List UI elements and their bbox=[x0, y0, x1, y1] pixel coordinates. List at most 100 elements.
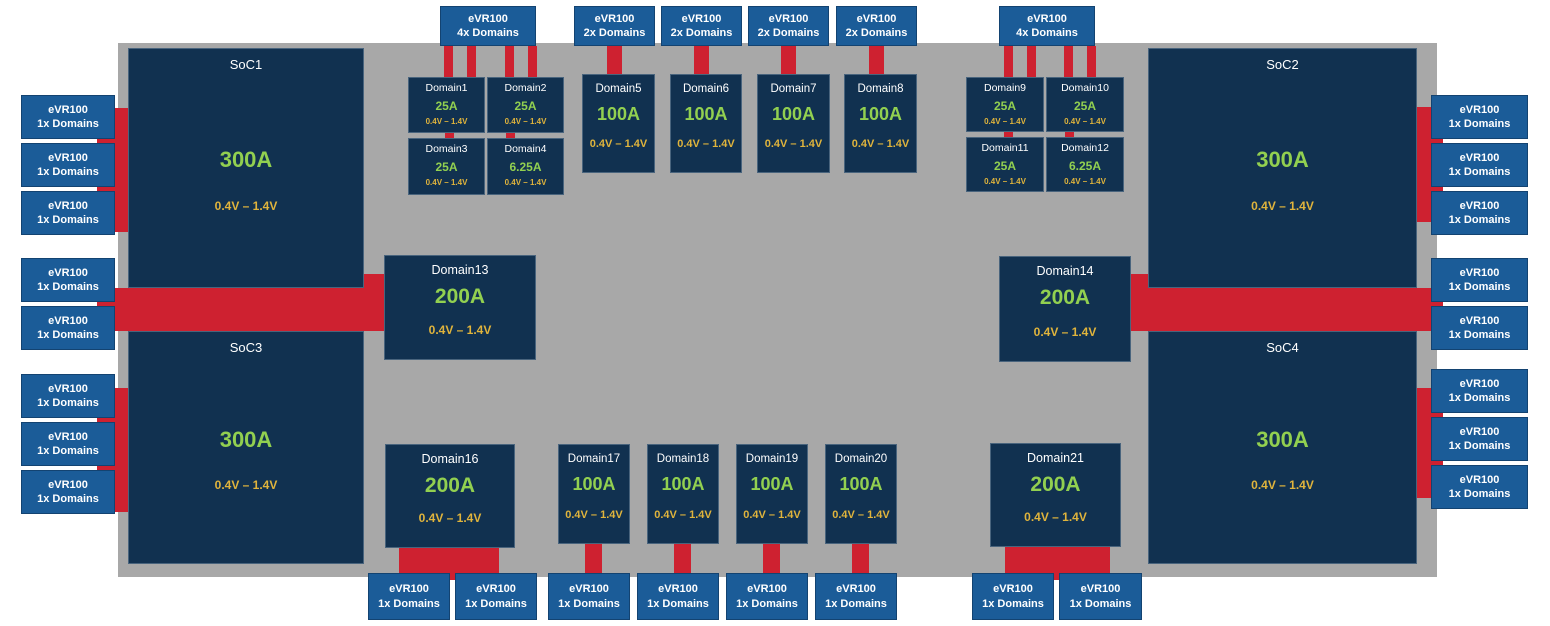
domain-voltage-range: 0.4V – 1.4V bbox=[428, 322, 492, 337]
evr-model-label: eVR100 bbox=[658, 583, 698, 596]
domain-name-label: Domain2 bbox=[504, 82, 547, 94]
evr100-block: eVR100 1x Domains bbox=[637, 573, 719, 620]
power-rail bbox=[1004, 131, 1013, 138]
evr-model-label: eVR100 bbox=[1459, 377, 1500, 390]
evr-domains-label: 4x Domains bbox=[457, 27, 519, 39]
soc-block: SoC3 300A 0.4V – 1.4V bbox=[128, 331, 364, 564]
power-rail bbox=[781, 46, 796, 75]
domain-name-label: Domain3 bbox=[425, 143, 468, 155]
power-rail bbox=[694, 46, 709, 75]
evr-domains-label: 1x Domains bbox=[1448, 166, 1511, 178]
evr-domains-label: 1x Domains bbox=[1448, 392, 1511, 404]
evr100-block: eVR100 1x Domains bbox=[548, 573, 630, 620]
evr-domains-label: 2x Domains bbox=[845, 27, 908, 39]
domain-name-label: Domain12 bbox=[1061, 142, 1109, 154]
domain-block: Domain6 100A 0.4V – 1.4V bbox=[670, 74, 742, 173]
evr100-block: eVR100 1x Domains bbox=[21, 143, 115, 187]
evr-model-label: eVR100 bbox=[747, 583, 787, 596]
domain-current-value: 200A bbox=[434, 284, 486, 308]
evr-domains-label: 1x Domains bbox=[465, 597, 527, 610]
evr-domains-label: 1x Domains bbox=[1448, 118, 1511, 130]
domain-current-value: 100A bbox=[858, 104, 903, 125]
evr-model-label: eVR100 bbox=[1027, 12, 1067, 25]
soc-current-value: 300A bbox=[219, 426, 273, 452]
domain-block: Domain14 200A 0.4V – 1.4V bbox=[999, 256, 1131, 362]
domain-name-label: Domain13 bbox=[431, 263, 489, 277]
domain-name-label: Domain19 bbox=[745, 453, 799, 465]
domain-voltage-range: 0.4V – 1.4V bbox=[1064, 177, 1106, 186]
domain-block: Domain5 100A 0.4V – 1.4V bbox=[582, 74, 655, 173]
evr100-block: eVR100 2x Domains bbox=[836, 6, 917, 46]
power-rail bbox=[444, 46, 453, 78]
evr100-block: eVR100 4x Domains bbox=[999, 6, 1095, 46]
evr100-block: eVR100 1x Domains bbox=[1431, 465, 1528, 509]
evr-model-label: eVR100 bbox=[48, 266, 88, 279]
evr-model-label: eVR100 bbox=[468, 12, 508, 25]
evr-model-label: eVR100 bbox=[569, 583, 609, 596]
evr100-block: eVR100 1x Domains bbox=[21, 374, 115, 418]
evr100-block: eVR100 1x Domains bbox=[1431, 191, 1528, 235]
domain-name-label: Domain10 bbox=[1061, 82, 1109, 94]
power-rail bbox=[1027, 46, 1036, 78]
domain-current-value: 100A bbox=[596, 104, 641, 125]
evr-domains-label: 1x Domains bbox=[37, 281, 99, 293]
domain-voltage-range: 0.4V – 1.4V bbox=[677, 138, 735, 151]
evr-model-label: eVR100 bbox=[594, 12, 635, 25]
power-rail bbox=[528, 46, 537, 78]
domain-voltage-range: 0.4V – 1.4V bbox=[984, 177, 1026, 186]
evr-model-label: eVR100 bbox=[48, 314, 88, 327]
evr-model-label: eVR100 bbox=[681, 12, 722, 25]
evr100-block: eVR100 1x Domains bbox=[21, 258, 115, 302]
domain-voltage-range: 0.4V – 1.4V bbox=[565, 508, 623, 521]
evr-domains-label: 1x Domains bbox=[825, 597, 887, 610]
power-rail bbox=[1131, 274, 1148, 331]
evr100-block: eVR100 1x Domains bbox=[1431, 417, 1528, 461]
domain-name-label: Domain9 bbox=[983, 82, 1027, 94]
power-rail bbox=[852, 543, 869, 574]
domain-current-value: 100A bbox=[839, 474, 883, 495]
domain-current-value: 100A bbox=[750, 474, 794, 495]
domain-name-label: Domain18 bbox=[656, 453, 710, 465]
evr100-block: eVR100 1x Domains bbox=[1431, 258, 1528, 302]
evr-domains-label: 1x Domains bbox=[37, 397, 99, 409]
domain-voltage-range: 0.4V – 1.4V bbox=[589, 138, 648, 151]
power-rail bbox=[467, 46, 476, 78]
soc-current-value: 300A bbox=[1256, 146, 1309, 172]
evr-domains-label: 1x Domains bbox=[736, 597, 798, 610]
domain-voltage-range: 0.4V – 1.4V bbox=[425, 117, 468, 126]
evr-domains-label: 1x Domains bbox=[37, 445, 99, 457]
domain-voltage-range: 0.4V – 1.4V bbox=[984, 117, 1026, 126]
power-rail bbox=[364, 274, 384, 331]
evr100-block: eVR100 1x Domains bbox=[972, 573, 1054, 620]
domain-voltage-range: 0.4V – 1.4V bbox=[832, 508, 890, 521]
soc-voltage-range: 0.4V – 1.4V bbox=[214, 477, 278, 492]
evr-model-label: eVR100 bbox=[48, 199, 88, 212]
evr100-block: eVR100 1x Domains bbox=[726, 573, 808, 620]
evr-model-label: eVR100 bbox=[48, 151, 88, 164]
evr100-block: eVR100 1x Domains bbox=[1431, 369, 1528, 413]
evr-domains-label: 1x Domains bbox=[647, 597, 709, 610]
power-rail bbox=[506, 132, 515, 139]
power-rail bbox=[505, 46, 514, 78]
domain-block: Domain21 200A 0.4V – 1.4V bbox=[990, 443, 1121, 547]
domain-current-value: 200A bbox=[1030, 472, 1081, 496]
domain-block: Domain12 6.25A 0.4V – 1.4V bbox=[1046, 137, 1124, 192]
evr100-block: eVR100 1x Domains bbox=[368, 573, 450, 620]
evr-domains-label: 1x Domains bbox=[37, 329, 99, 341]
power-rail bbox=[869, 46, 884, 75]
evr-domains-label: 2x Domains bbox=[757, 27, 820, 39]
domain-current-value: 100A bbox=[572, 474, 616, 495]
domain-name-label: Domain4 bbox=[504, 143, 547, 155]
evr100-block: eVR100 1x Domains bbox=[21, 306, 115, 350]
domain-block: Domain2 25A 0.4V – 1.4V bbox=[487, 77, 564, 133]
domain-current-value: 25A bbox=[514, 99, 537, 113]
evr100-block: eVR100 1x Domains bbox=[1431, 95, 1528, 139]
evr100-block: eVR100 1x Domains bbox=[815, 573, 897, 620]
domain-current-value: 25A bbox=[993, 159, 1016, 173]
domain-name-label: Domain11 bbox=[981, 142, 1029, 154]
domain-current-value: 100A bbox=[684, 104, 728, 125]
evr-model-label: eVR100 bbox=[1459, 425, 1500, 438]
power-rail bbox=[445, 132, 454, 139]
evr-model-label: eVR100 bbox=[476, 583, 516, 596]
